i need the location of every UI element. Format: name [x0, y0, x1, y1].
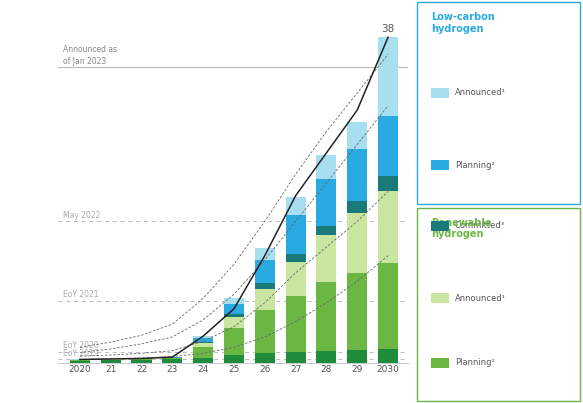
Bar — [378, 176, 398, 191]
Bar — [70, 360, 90, 361]
Bar — [317, 179, 336, 226]
Bar — [162, 358, 182, 359]
Bar — [378, 37, 398, 116]
Text: Committed³: Committed³ — [455, 221, 505, 230]
Bar — [224, 317, 244, 328]
Bar — [378, 191, 398, 264]
Text: Planning²: Planning² — [455, 358, 494, 367]
Text: Renewable
hydrogen: Renewable hydrogen — [431, 218, 492, 239]
Bar — [347, 350, 367, 363]
Bar — [317, 351, 336, 363]
Bar — [286, 254, 305, 262]
Bar — [286, 197, 305, 215]
Bar — [193, 342, 213, 343]
Bar — [255, 353, 275, 363]
Bar — [347, 213, 367, 273]
Bar — [193, 338, 213, 342]
Bar — [317, 282, 336, 351]
Text: Announced¹: Announced¹ — [455, 294, 505, 303]
Bar — [193, 343, 213, 347]
Bar — [193, 347, 213, 357]
Text: Low-carbon
hydrogen: Low-carbon hydrogen — [431, 12, 495, 34]
Bar — [255, 247, 275, 260]
Text: EoY 2019: EoY 2019 — [63, 349, 99, 358]
Bar — [224, 298, 244, 304]
Bar — [378, 264, 398, 349]
Bar — [255, 260, 275, 283]
Bar — [70, 361, 90, 363]
Bar — [286, 351, 305, 363]
Bar — [101, 360, 121, 363]
Bar — [378, 349, 398, 363]
Text: May 2022: May 2022 — [63, 211, 100, 220]
Bar — [255, 289, 275, 310]
Text: Planning²: Planning² — [455, 161, 494, 170]
Bar — [224, 328, 244, 355]
Bar — [286, 215, 305, 254]
Bar — [378, 116, 398, 176]
Bar — [347, 150, 367, 201]
Bar — [286, 262, 305, 296]
Bar — [162, 359, 182, 363]
Bar — [317, 226, 336, 235]
Bar — [317, 235, 336, 282]
Text: EoY 2021: EoY 2021 — [63, 290, 99, 299]
Bar — [347, 201, 367, 213]
Bar — [224, 355, 244, 363]
Bar — [255, 283, 275, 289]
Bar — [347, 122, 367, 150]
Bar — [132, 360, 152, 363]
Bar — [224, 304, 244, 314]
Bar — [286, 296, 305, 351]
Text: Announced¹: Announced¹ — [455, 88, 505, 97]
Bar — [317, 155, 336, 179]
Bar — [193, 357, 213, 363]
Bar — [224, 314, 244, 317]
Bar — [132, 359, 152, 360]
Text: EoY 2020: EoY 2020 — [63, 341, 99, 350]
Text: 38: 38 — [381, 24, 395, 34]
Bar — [347, 273, 367, 350]
Bar — [193, 336, 213, 338]
Bar — [255, 310, 275, 353]
Text: Announced as
of Jan 2023: Announced as of Jan 2023 — [63, 46, 117, 66]
